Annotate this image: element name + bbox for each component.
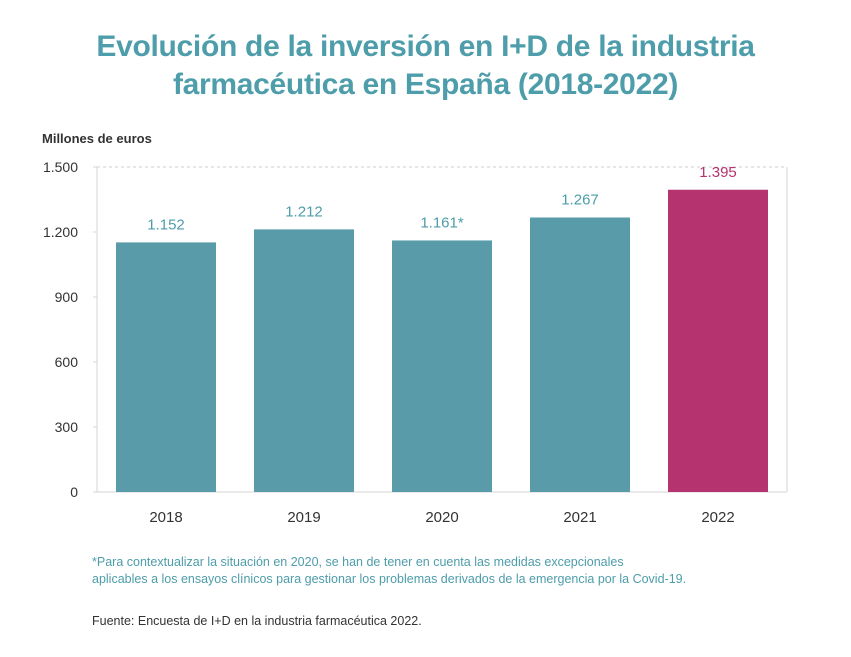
y-tick-label: 1.200: [43, 224, 78, 240]
data-label-2019: 1.212: [285, 203, 323, 220]
source-note: Fuente: Encuesta de I+D en la industria …: [92, 614, 422, 628]
x-tick-label-2022: 2022: [701, 509, 734, 526]
x-tick-label-2020: 2020: [425, 509, 458, 526]
x-tick-label-2019: 2019: [287, 509, 320, 526]
chart-title-line-1: Evolución de la inversión en I+D de la i…: [96, 30, 755, 63]
chart-title-line-2: farmacéutica en España (2018-2022): [172, 68, 679, 101]
y-axis-label: Millones de euros: [42, 131, 152, 146]
bar-2020: [392, 240, 492, 492]
y-tick-label: 0: [70, 484, 78, 500]
y-tick-label: 900: [55, 289, 79, 305]
bar-2021: [530, 217, 630, 492]
chart-title: Evolución de la inversión en I+D de la i…: [0, 28, 851, 104]
data-label-2018: 1.152: [147, 216, 185, 233]
y-tick-label: 1.500: [43, 159, 78, 175]
y-tick-label: 600: [55, 354, 79, 370]
data-label-2020: 1.161*: [420, 214, 464, 231]
x-tick-label-2018: 2018: [149, 509, 182, 526]
bar-chart: 0 300 600 900 1.200 1.500 1.152 2018 1.212 2019 1.…: [43, 159, 788, 526]
bar-2019: [254, 229, 354, 492]
y-tick-label: 300: [55, 419, 79, 435]
bar-2022: [668, 189, 768, 492]
data-label-2021: 1.267: [561, 191, 599, 208]
footnote-line-2: aplicables a los ensayos clínicos para g…: [92, 572, 687, 586]
data-label-2022: 1.395: [699, 164, 737, 181]
x-tick-label-2021: 2021: [563, 509, 596, 526]
footnote: *Para contextualizar la situación en 202…: [92, 554, 686, 588]
bar-2018: [116, 242, 216, 492]
footnote-line-1: *Para contextualizar la situación en 202…: [92, 555, 624, 569]
